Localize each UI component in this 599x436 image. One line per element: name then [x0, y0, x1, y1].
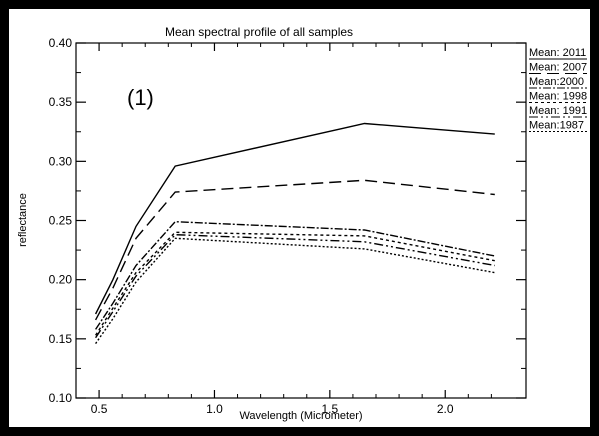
series-line	[95, 233, 495, 339]
legend-label: Mean: 2007	[529, 62, 587, 74]
legend-label: Mean: 1991	[529, 105, 587, 117]
y-tick-label: 0.25	[49, 214, 73, 228]
y-tick-label: 0.20	[49, 273, 73, 287]
y-axis-title: reflectance	[17, 193, 29, 247]
x-tick-label: 1.5	[322, 402, 339, 416]
x-tick-label: 0.5	[91, 402, 108, 416]
series-layer	[94, 122, 495, 344]
series-line	[94, 179, 495, 321]
legend: Mean: 2011 Mean: 2007 Mean:2000 Mean: 1998 M…	[529, 47, 587, 132]
series-line	[95, 237, 495, 344]
series-line	[95, 220, 495, 330]
x-tick-label: 1.0	[206, 402, 223, 416]
legend-label: Mean:2000	[529, 76, 584, 88]
y-tick-label: 0.30	[49, 154, 73, 168]
x-tick-label: 2.0	[437, 402, 454, 416]
spectral-profile-chart: Mean spectral profile of all samples (1)…	[17, 25, 587, 422]
figure-frame: Mean spectral profile of all samples (1)…	[9, 9, 590, 427]
series-line	[94, 122, 495, 315]
legend-label: Mean: 1998	[529, 91, 587, 103]
axis-ticks: 0.5 1.0 1.5 2.0 0.10 0.15 0.20 0.25 0.30 0.35 0.40	[49, 36, 526, 416]
y-tick-label: 0.15	[49, 332, 73, 346]
legend-label: Mean:1987	[529, 120, 584, 132]
y-tick-label: 0.10	[49, 391, 73, 405]
legend-label: Mean: 2011	[529, 47, 586, 59]
chart-title: Mean spectral profile of all samples	[165, 25, 353, 39]
panel-annotation: (1)	[127, 85, 154, 110]
y-tick-label: 0.35	[49, 95, 73, 109]
y-tick-label: 0.40	[49, 36, 73, 50]
series-line	[95, 231, 495, 336]
x-axis-title: Wavelength (Micrometer)	[239, 410, 362, 422]
